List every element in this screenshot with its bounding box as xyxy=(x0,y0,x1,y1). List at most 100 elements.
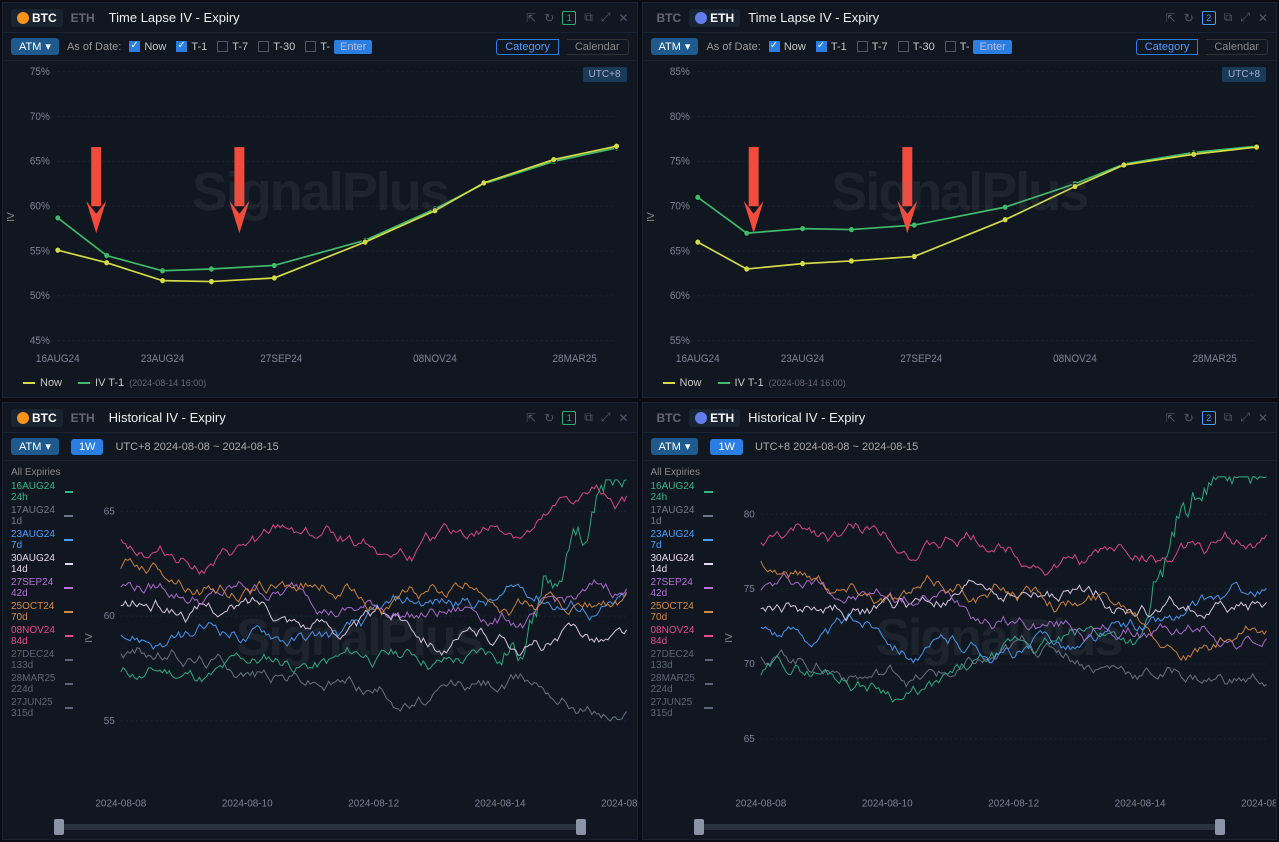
close-icon[interactable]: ✕ xyxy=(618,411,628,425)
checkbox-t-[interactable]: T-Enter xyxy=(305,40,372,54)
expiry-label: 23AUG24 7d xyxy=(651,529,704,551)
layout-num-icon[interactable]: 2 xyxy=(1202,11,1216,25)
expand-icon[interactable]: ⤢ xyxy=(601,10,611,25)
time-range-button[interactable]: 1W xyxy=(71,439,104,455)
svg-text:55%: 55% xyxy=(669,336,689,347)
header-icons: ⇱ ↻ 2 ⧉ ⤢ ✕ xyxy=(1166,410,1268,425)
external-icon[interactable]: ⇱ xyxy=(526,11,536,25)
refresh-icon[interactable]: ↻ xyxy=(1184,411,1194,425)
expiry-row[interactable]: 27JUN25 315d xyxy=(3,696,81,720)
refresh-icon[interactable]: ↻ xyxy=(1184,11,1194,25)
layout-num-icon[interactable]: 1 xyxy=(562,411,576,425)
external-icon[interactable]: ⇱ xyxy=(1166,11,1176,25)
expiry-label: 17AUG24 1d xyxy=(651,505,704,527)
coin-btn-btc[interactable]: BTC xyxy=(11,9,63,27)
checkbox-now[interactable]: Now xyxy=(769,40,806,54)
copy-icon[interactable]: ⧉ xyxy=(1224,10,1233,25)
expiry-row[interactable]: 17AUG24 1d xyxy=(643,504,721,528)
atm-select[interactable]: ATM ▾ xyxy=(651,38,699,55)
expiry-row[interactable]: 25OCT24 70d xyxy=(643,600,721,624)
refresh-icon[interactable]: ↻ xyxy=(544,11,554,25)
expiry-row[interactable]: 27SEP24 42d xyxy=(3,576,81,600)
expiry-row[interactable]: 27DEC24 133d xyxy=(643,648,721,672)
coin-btn-eth[interactable]: ETH xyxy=(65,409,101,427)
coin-btn-btc[interactable]: BTC xyxy=(11,409,63,427)
legend-item[interactable]: IV T-1(2024-08-14 16:00) xyxy=(718,377,846,389)
expiry-row[interactable]: 27SEP24 42d xyxy=(643,576,721,600)
expiry-label: 08NOV24 84d xyxy=(11,625,65,647)
copy-icon[interactable]: ⧉ xyxy=(584,410,593,425)
copy-icon[interactable]: ⧉ xyxy=(584,10,593,25)
legend-item[interactable]: Now xyxy=(663,377,702,389)
expiry-row[interactable]: 27JUN25 315d xyxy=(643,696,721,720)
checkbox-icon xyxy=(857,41,868,52)
chevron-down-icon: ▾ xyxy=(45,440,51,453)
slider-track[interactable] xyxy=(699,824,1221,830)
slider-thumb-right[interactable] xyxy=(576,819,586,835)
layout-num-icon[interactable]: 1 xyxy=(562,11,576,25)
enter-box[interactable]: Enter xyxy=(973,40,1011,54)
coin-btn-eth[interactable]: ETH xyxy=(689,9,740,27)
layout-num-icon[interactable]: 2 xyxy=(1202,411,1216,425)
calendar-button[interactable]: Calendar xyxy=(567,39,629,55)
expiry-swatch xyxy=(705,659,713,661)
atm-select[interactable]: ATM ▾ xyxy=(11,438,59,455)
expiry-row[interactable]: 23AUG24 7d xyxy=(3,528,81,552)
expiry-row[interactable]: 23AUG24 7d xyxy=(643,528,721,552)
close-icon[interactable]: ✕ xyxy=(618,11,628,25)
expand-icon[interactable]: ⤢ xyxy=(1240,10,1250,25)
controls-row: ATM ▾ 1W UTC+8 2024-08-08 ~ 2024-08-15 xyxy=(3,433,637,461)
legend-item[interactable]: IV T-1(2024-08-14 16:00) xyxy=(78,377,206,389)
checkbox-t-1[interactable]: T-1 xyxy=(816,40,847,54)
checkbox-now[interactable]: Now xyxy=(129,40,166,54)
expiry-row[interactable]: 30AUG24 14d xyxy=(3,552,81,576)
expiry-row[interactable]: 08NOV24 84d xyxy=(643,624,721,648)
svg-text:27SEP24: 27SEP24 xyxy=(900,354,942,365)
chevron-down-icon: ▾ xyxy=(685,40,691,53)
expand-icon[interactable]: ⤢ xyxy=(1240,410,1250,425)
checkbox-t-30[interactable]: T-30 xyxy=(898,40,935,54)
legend-item[interactable]: Now xyxy=(23,377,62,389)
expiry-row[interactable]: 30AUG24 14d xyxy=(643,552,721,576)
slider-thumb-left[interactable] xyxy=(694,819,704,835)
category-button[interactable]: Category xyxy=(1136,39,1199,55)
checkbox-t-30[interactable]: T-30 xyxy=(258,40,295,54)
expiry-row[interactable]: 08NOV24 84d xyxy=(3,624,81,648)
slider-track[interactable] xyxy=(59,824,581,830)
checkbox-t-1[interactable]: T-1 xyxy=(176,40,207,54)
coin-btn-btc[interactable]: BTC xyxy=(651,9,688,27)
external-icon[interactable]: ⇱ xyxy=(526,411,536,425)
close-icon[interactable]: ✕ xyxy=(1258,11,1268,25)
calendar-button[interactable]: Calendar xyxy=(1206,39,1268,55)
checkbox-t-7[interactable]: T-7 xyxy=(217,40,248,54)
coin-btn-btc[interactable]: BTC xyxy=(651,409,688,427)
expand-icon[interactable]: ⤢ xyxy=(601,410,611,425)
coin-btn-eth[interactable]: ETH xyxy=(65,9,101,27)
expiry-row[interactable]: 16AUG24 24h xyxy=(643,480,721,504)
expiry-row[interactable]: 25OCT24 70d xyxy=(3,600,81,624)
expiry-row[interactable]: 27DEC24 133d xyxy=(3,648,81,672)
coin-btn-eth[interactable]: ETH xyxy=(689,409,740,427)
checkbox-t-7[interactable]: T-7 xyxy=(857,40,888,54)
close-icon[interactable]: ✕ xyxy=(1258,411,1268,425)
atm-select[interactable]: ATM ▾ xyxy=(11,38,59,55)
refresh-icon[interactable]: ↻ xyxy=(544,411,554,425)
enter-box[interactable]: Enter xyxy=(334,40,372,54)
checkbox-t-[interactable]: T-Enter xyxy=(945,40,1012,54)
expiry-swatch xyxy=(65,707,73,709)
expiry-row[interactable]: 16AUG24 24h xyxy=(3,480,81,504)
coin-toggle: BTC ETH xyxy=(651,409,741,427)
category-button[interactable]: Category xyxy=(496,39,559,55)
time-range-button[interactable]: 1W xyxy=(710,439,743,455)
slider-thumb-right[interactable] xyxy=(1215,819,1225,835)
atm-select[interactable]: ATM ▾ xyxy=(651,438,699,455)
expiry-row[interactable]: 28MAR25 224d xyxy=(3,672,81,696)
slider-thumb-left[interactable] xyxy=(54,819,64,835)
date-range-label: UTC+8 2024-08-08 ~ 2024-08-15 xyxy=(115,441,278,453)
copy-icon[interactable]: ⧉ xyxy=(1224,410,1233,425)
expiry-header: All Expiries xyxy=(643,465,721,480)
expiry-row[interactable]: 28MAR25 224d xyxy=(643,672,721,696)
expiry-label: 30AUG24 14d xyxy=(11,553,65,575)
external-icon[interactable]: ⇱ xyxy=(1166,411,1176,425)
expiry-row[interactable]: 17AUG24 1d xyxy=(3,504,81,528)
